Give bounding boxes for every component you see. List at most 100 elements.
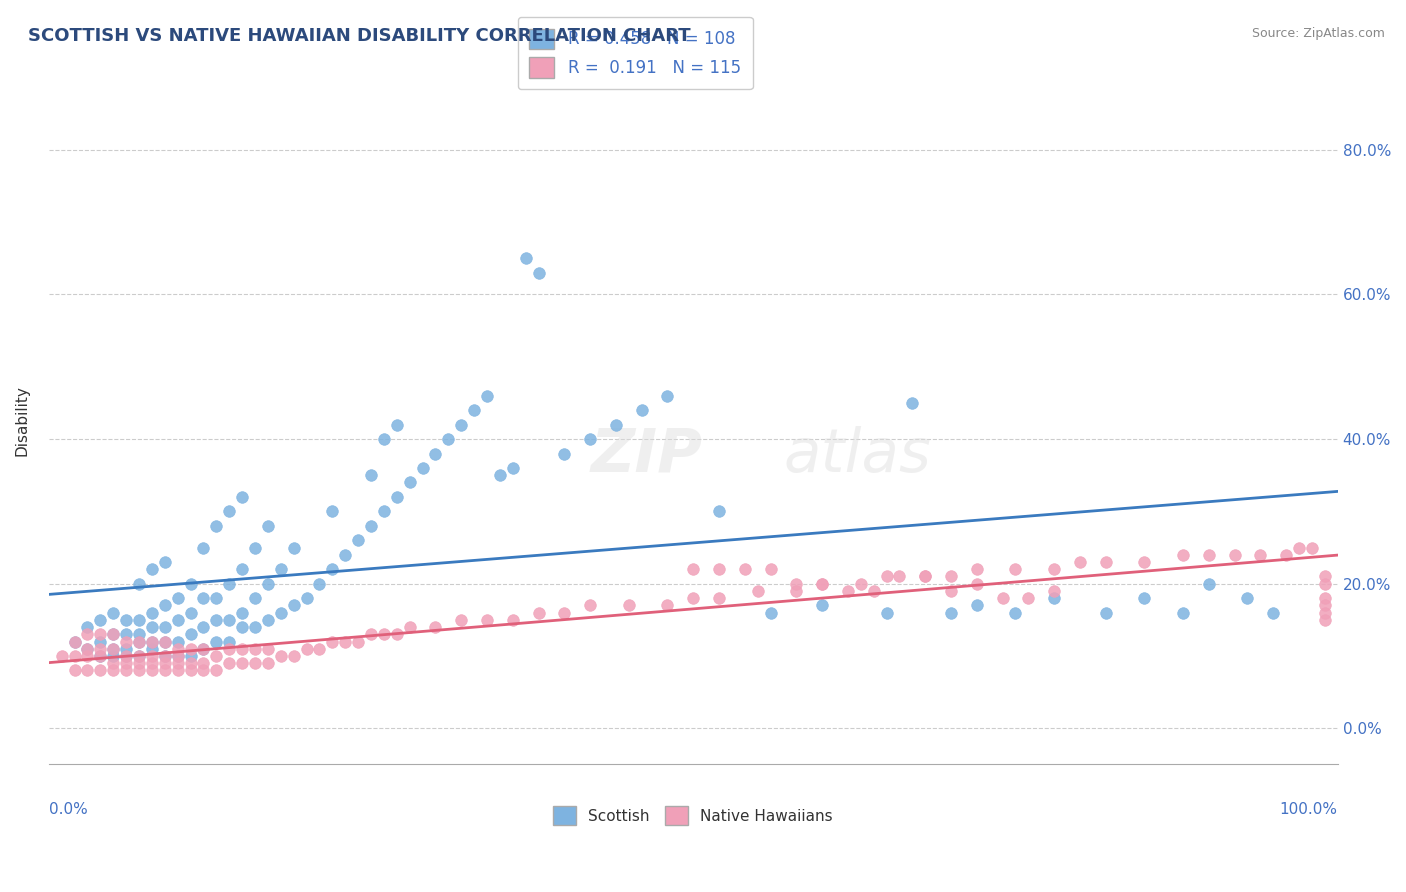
Point xyxy=(76,627,98,641)
Point xyxy=(89,648,111,663)
Point xyxy=(166,664,188,678)
Point xyxy=(153,664,176,678)
Point xyxy=(270,562,292,576)
Point xyxy=(180,576,202,591)
Point xyxy=(373,432,395,446)
Text: 100.0%: 100.0% xyxy=(1279,802,1337,817)
Point xyxy=(243,641,266,656)
Point xyxy=(360,627,382,641)
Point xyxy=(153,657,176,671)
Point xyxy=(1313,576,1336,591)
Point xyxy=(1313,613,1336,627)
Point xyxy=(630,403,652,417)
Point xyxy=(193,541,215,555)
Point xyxy=(1017,591,1039,606)
Legend: Scottish, Native Hawaiians: Scottish, Native Hawaiians xyxy=(546,798,841,832)
Point xyxy=(1236,591,1258,606)
Point xyxy=(283,599,305,613)
Point xyxy=(270,606,292,620)
Point xyxy=(321,504,343,518)
Point xyxy=(218,576,240,591)
Point xyxy=(966,562,988,576)
Point xyxy=(166,613,188,627)
Point xyxy=(450,417,472,432)
Point xyxy=(1198,576,1220,591)
Point xyxy=(707,591,730,606)
Point xyxy=(450,613,472,627)
Point xyxy=(89,648,111,663)
Point xyxy=(373,627,395,641)
Point xyxy=(128,648,150,663)
Point xyxy=(308,641,330,656)
Point xyxy=(335,634,357,648)
Point xyxy=(115,627,138,641)
Point xyxy=(231,606,253,620)
Point xyxy=(231,620,253,634)
Point xyxy=(373,504,395,518)
Point xyxy=(463,403,485,417)
Point xyxy=(849,576,872,591)
Point xyxy=(939,606,962,620)
Point xyxy=(243,541,266,555)
Point xyxy=(115,634,138,648)
Point xyxy=(295,591,318,606)
Point xyxy=(103,627,125,641)
Point xyxy=(553,446,575,460)
Point xyxy=(243,657,266,671)
Point xyxy=(1043,591,1066,606)
Point xyxy=(1171,548,1194,562)
Point xyxy=(1094,555,1116,569)
Point xyxy=(128,634,150,648)
Point xyxy=(617,599,640,613)
Y-axis label: Disability: Disability xyxy=(15,385,30,457)
Point xyxy=(785,576,807,591)
Point xyxy=(193,664,215,678)
Point xyxy=(153,648,176,663)
Point xyxy=(180,641,202,656)
Point xyxy=(141,562,163,576)
Point xyxy=(502,461,524,475)
Point xyxy=(141,641,163,656)
Point xyxy=(166,648,188,663)
Point xyxy=(115,641,138,656)
Point xyxy=(103,641,125,656)
Point xyxy=(193,620,215,634)
Point xyxy=(707,504,730,518)
Point xyxy=(347,533,370,548)
Point xyxy=(89,664,111,678)
Point xyxy=(412,461,434,475)
Point xyxy=(180,606,202,620)
Point xyxy=(141,634,163,648)
Point xyxy=(63,648,86,663)
Point xyxy=(243,620,266,634)
Point xyxy=(89,613,111,627)
Point xyxy=(321,562,343,576)
Point xyxy=(811,576,834,591)
Point xyxy=(153,599,176,613)
Point xyxy=(579,599,602,613)
Point xyxy=(141,620,163,634)
Point xyxy=(707,562,730,576)
Point xyxy=(153,648,176,663)
Point xyxy=(889,569,911,583)
Point xyxy=(759,562,782,576)
Point xyxy=(1313,599,1336,613)
Point xyxy=(785,583,807,598)
Point xyxy=(257,518,280,533)
Point xyxy=(1198,548,1220,562)
Point xyxy=(283,648,305,663)
Point xyxy=(193,641,215,656)
Point xyxy=(128,613,150,627)
Point xyxy=(876,606,898,620)
Point xyxy=(1313,591,1336,606)
Point xyxy=(231,490,253,504)
Point xyxy=(115,648,138,663)
Point xyxy=(205,664,228,678)
Point xyxy=(193,641,215,656)
Point xyxy=(939,569,962,583)
Point xyxy=(128,664,150,678)
Point xyxy=(335,548,357,562)
Point xyxy=(1275,548,1298,562)
Point xyxy=(1043,583,1066,598)
Point xyxy=(141,648,163,663)
